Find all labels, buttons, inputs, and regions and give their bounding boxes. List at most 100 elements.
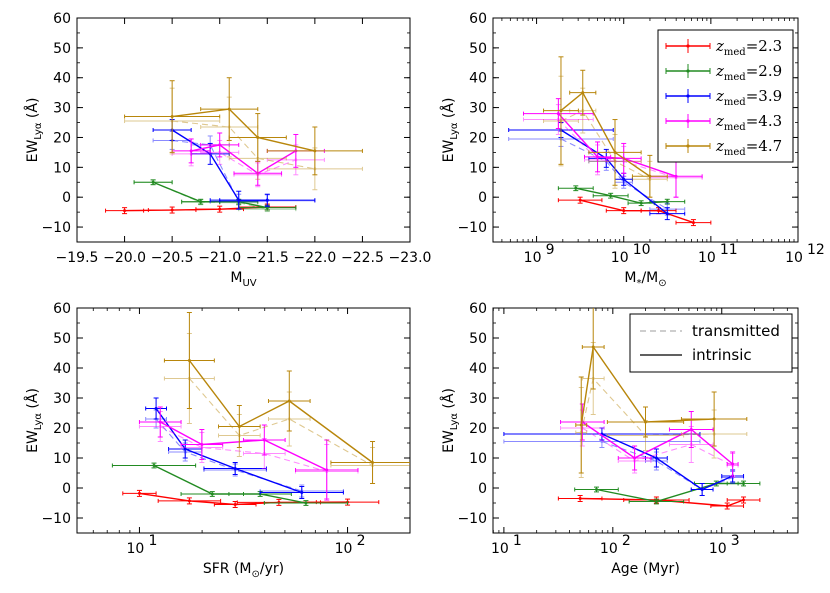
data-point xyxy=(256,135,260,139)
data-point xyxy=(199,200,203,204)
y-axis-label: EWLyα (Å) xyxy=(24,388,44,453)
series-line xyxy=(601,433,733,491)
legend-marker xyxy=(686,144,690,148)
legend-marker xyxy=(686,119,690,123)
y-tick-label: 20 xyxy=(53,421,71,437)
data-point xyxy=(262,452,266,455)
legend-label: zmed=2.3 xyxy=(715,37,782,58)
data-point xyxy=(199,200,203,204)
x-tick-label: 10 xyxy=(611,250,629,266)
data-point xyxy=(200,443,204,446)
data-point xyxy=(691,221,695,225)
series-line xyxy=(580,377,715,437)
data-point xyxy=(556,118,560,122)
x-axis-label: SFR (M⊙/yr) xyxy=(203,561,284,580)
data-point xyxy=(218,150,222,154)
series-line xyxy=(155,408,303,494)
data-point xyxy=(665,207,669,211)
data-point xyxy=(287,417,291,421)
series-line xyxy=(152,181,268,209)
data-point xyxy=(559,109,563,113)
series-z2.9-intrinsic xyxy=(111,462,349,506)
data-point xyxy=(654,456,658,460)
y-tick-label: −10 xyxy=(457,511,487,527)
data-point xyxy=(313,149,317,153)
data-point xyxy=(654,459,658,463)
data-point xyxy=(137,491,141,495)
series-z4.3-intrinsic xyxy=(171,132,325,186)
data-point xyxy=(218,207,222,211)
series-layer xyxy=(508,56,712,227)
series-layer xyxy=(105,77,363,215)
data-point xyxy=(644,434,647,437)
data-point xyxy=(152,464,156,467)
x-tick-exponent: 3 xyxy=(731,533,740,549)
series-z4.3-transmitted xyxy=(560,409,739,478)
y-tick-label: 50 xyxy=(469,41,487,57)
legend-marker xyxy=(686,69,690,73)
series-z4.3-transmitted xyxy=(171,139,325,188)
series-line xyxy=(582,427,733,466)
plot-frame xyxy=(492,17,799,243)
x-tick-label: 10 xyxy=(127,541,145,557)
y-tick-label: 50 xyxy=(53,41,71,57)
data-point xyxy=(304,501,308,505)
legend-label: transmitted xyxy=(692,322,780,340)
data-point xyxy=(556,112,560,116)
data-point xyxy=(210,492,214,496)
data-point xyxy=(158,420,162,424)
data-point xyxy=(644,420,647,424)
series-line xyxy=(560,109,651,180)
data-point xyxy=(712,417,716,421)
data-point xyxy=(613,159,617,163)
y-tick-label: 40 xyxy=(469,71,487,87)
data-point xyxy=(654,500,658,503)
series-z3.9-transmitted xyxy=(145,409,344,498)
data-point xyxy=(237,425,241,428)
y-tick-label: 10 xyxy=(53,451,71,467)
y-tick-label: 40 xyxy=(53,361,71,377)
data-point xyxy=(689,443,693,446)
series-z4.7-transmitted xyxy=(575,342,748,478)
data-point xyxy=(154,417,158,421)
x-tick-label: −22.0 xyxy=(293,250,336,266)
data-point xyxy=(712,432,716,436)
series-line xyxy=(560,129,668,215)
y-tick-label: 60 xyxy=(469,301,487,317)
y-tick-label: −10 xyxy=(457,220,487,236)
data-point xyxy=(187,499,191,503)
y-tick-label: 40 xyxy=(469,361,487,377)
x-tick-label: −21.0 xyxy=(198,250,241,266)
data-point xyxy=(233,503,237,506)
data-point xyxy=(256,156,260,160)
data-point xyxy=(256,173,260,177)
y-tick-label: −10 xyxy=(41,220,71,236)
series-line xyxy=(155,418,302,492)
series-z3.9-intrinsic xyxy=(145,397,344,499)
data-point xyxy=(596,155,600,159)
series-line xyxy=(159,421,328,471)
series-line xyxy=(580,497,744,507)
data-point xyxy=(742,498,746,502)
series-z4.7-intrinsic xyxy=(575,308,748,474)
data-point xyxy=(731,476,735,479)
data-point xyxy=(151,180,155,184)
legend-marker xyxy=(686,44,690,48)
data-point xyxy=(208,152,212,156)
data-point xyxy=(596,158,600,162)
plot-frame xyxy=(76,307,411,534)
series-z3.9-intrinsic xyxy=(503,427,745,496)
data-point xyxy=(579,431,583,434)
x-tick-exponent: 9 xyxy=(546,242,555,258)
data-point xyxy=(591,377,595,380)
data-point xyxy=(189,149,193,153)
series-line xyxy=(560,91,651,177)
plot-frame xyxy=(76,17,411,243)
y-tick-label: 0 xyxy=(478,481,487,497)
data-point xyxy=(578,497,582,500)
data-point xyxy=(237,200,241,204)
x-tick-exponent: 11 xyxy=(720,242,738,258)
data-point xyxy=(591,345,595,349)
legend-item-dashed: transmitted xyxy=(640,322,780,340)
